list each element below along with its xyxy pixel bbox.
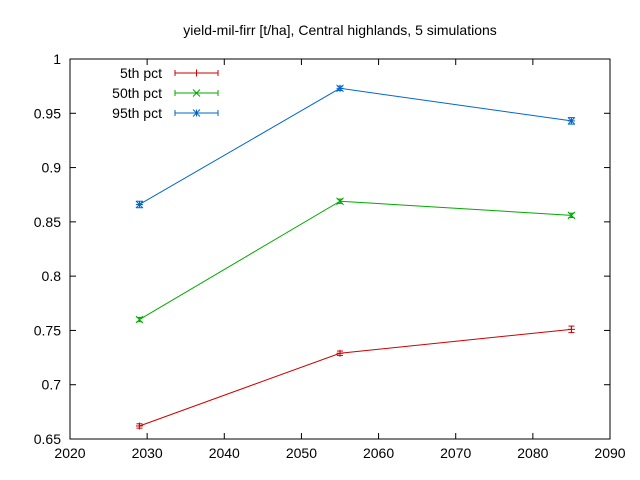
legend-entry: 95th pct xyxy=(112,105,219,121)
x-tick-label: 2020 xyxy=(54,445,85,461)
legend-entry: 5th pct xyxy=(120,65,219,81)
series-1 xyxy=(135,325,575,430)
chart-title: yield-mil-firr [t/ha], Central highlands… xyxy=(183,22,497,38)
data-point xyxy=(336,197,344,206)
data-point xyxy=(336,84,344,93)
series-line xyxy=(139,87,572,205)
x-tick-label: 2070 xyxy=(440,445,471,461)
y-tick-label: 0.65 xyxy=(34,431,61,447)
series-line xyxy=(139,328,572,427)
y-tick-label: 0.95 xyxy=(34,105,61,121)
x-tick-label: 2040 xyxy=(209,445,240,461)
legend-label: 50th pct xyxy=(112,85,162,101)
y-tick-label: 0.8 xyxy=(42,268,62,284)
y-tick-label: 0.9 xyxy=(42,160,62,176)
x-tick-label: 2090 xyxy=(594,445,625,461)
data-point xyxy=(135,200,144,209)
plot-border xyxy=(69,58,611,440)
series-3 xyxy=(135,84,576,209)
x-tick-label: 2080 xyxy=(517,445,548,461)
legend-marker xyxy=(192,109,201,117)
legend-marker xyxy=(192,89,201,97)
legend-label: 5th pct xyxy=(120,65,162,81)
y-tick-label: 0.75 xyxy=(34,322,61,338)
series-layer xyxy=(135,84,576,430)
data-point xyxy=(336,349,344,357)
series-2 xyxy=(135,197,576,324)
legend-label: 95th pct xyxy=(112,105,162,121)
data-point xyxy=(567,325,575,333)
legend: 5th pct 50th pct 95th pct xyxy=(112,65,219,121)
x-tick-label: 2050 xyxy=(286,445,317,461)
data-point xyxy=(567,117,576,125)
y-tick-label: 0.85 xyxy=(34,214,61,230)
series-line xyxy=(139,200,572,321)
data-point xyxy=(135,315,144,324)
data-point xyxy=(135,422,143,430)
y-tick-label: 0.7 xyxy=(42,377,62,393)
axes: 2020 2030 2040 2050 2060 2070 2080 2090 0.65 0.7 0… xyxy=(34,51,626,461)
x-tick-label: 2030 xyxy=(132,445,163,461)
y-tick-label: 1 xyxy=(53,51,61,67)
legend-entry: 50th pct xyxy=(112,85,219,101)
x-tick-label: 2060 xyxy=(363,445,394,461)
data-point xyxy=(567,211,576,220)
legend-marker xyxy=(193,69,200,77)
